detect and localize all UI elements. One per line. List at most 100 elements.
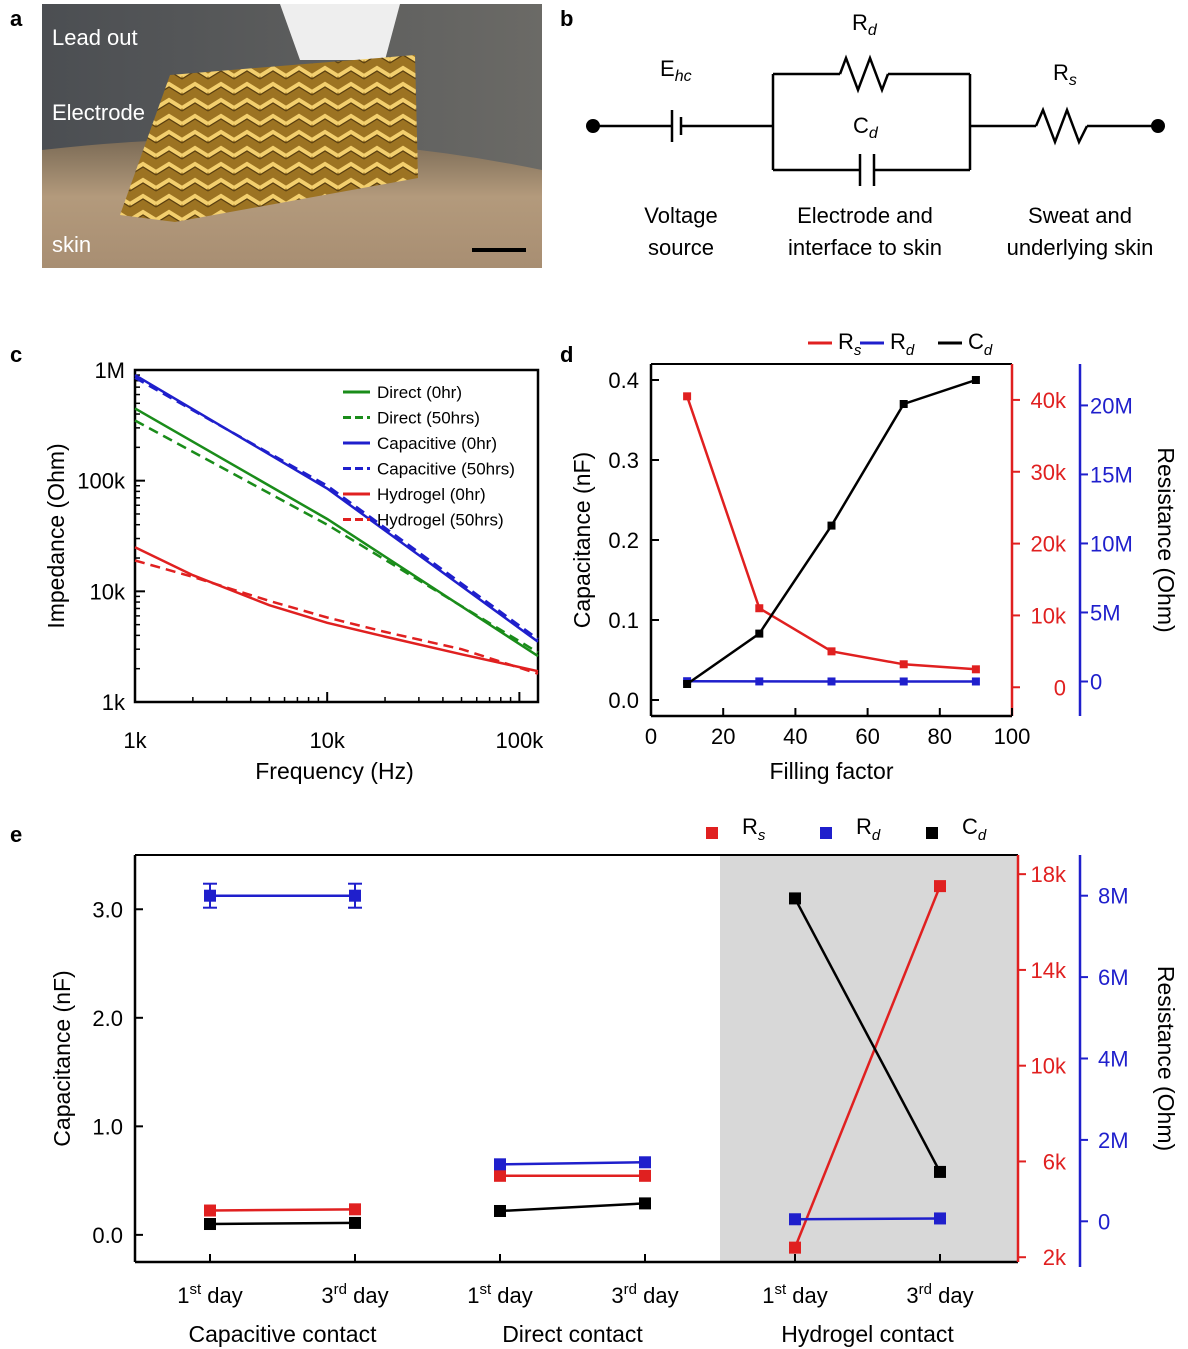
data-point-e-1 (639, 1156, 651, 1169)
chart-c: c 1k 10k 100k 1k 10k 100k 1M Frequency (Hz) Impe… (10, 342, 544, 784)
chart-e: e 0.0 1.0 2.0 3.0 2k 6k 10k 14k 18k 0 2M 4M 6M 8M 1st … (10, 814, 1179, 1347)
caption-electrode: Electrode and (797, 203, 933, 228)
series-line-e-2 (209, 1221, 356, 1226)
photo-electrode-mesh (120, 55, 418, 222)
caption-sweat: Sweat and (1028, 203, 1132, 228)
data-point-d-0 (755, 604, 764, 613)
data-point-e-0 (934, 880, 946, 893)
x-tick-label-d: 0 (645, 724, 657, 749)
data-point-d-1 (899, 677, 908, 686)
data-point-d-0 (683, 392, 692, 401)
caption-underlying-skin: underlying skin (1007, 235, 1154, 260)
label-rd: Rd (852, 10, 878, 39)
series-line-d-2 (686, 378, 977, 686)
legend-label-c-4: Hydrogel (0hr) (377, 485, 486, 504)
x-tick-label-c: 1k (123, 728, 147, 753)
data-point-d-1 (755, 677, 764, 686)
chart-c-plot: 1k 10k 100k 1k 10k 100k 1M Frequency (Hz) Impeda… (43, 358, 544, 784)
x-tick-label-e: 1st day (762, 1281, 828, 1308)
data-point-e-2 (789, 892, 801, 905)
legend-label-e-1: Rd (856, 814, 881, 844)
group-label-e-2: Hydrogel contact (781, 1321, 954, 1347)
x-tick-label-e: 3rd day (321, 1281, 388, 1308)
data-point-e-0 (494, 1169, 506, 1182)
series-line-d-0 (685, 395, 976, 671)
series-line-e-1 (794, 1217, 941, 1221)
y3-tick-label-e: 6M (1098, 965, 1129, 990)
y-tick-label-d: 0.2 (608, 528, 639, 553)
y-tick-label-e: 0.0 (92, 1223, 123, 1248)
data-point-e-2 (204, 1218, 216, 1231)
data-point-d-0 (827, 647, 836, 656)
panel-letter-c: c (10, 342, 22, 367)
circuit-wires (593, 54, 1158, 186)
legend-label-c-0: Direct (0hr) (377, 383, 462, 402)
scale-bar (472, 248, 526, 252)
chart-d-plot: 0 20 40 60 80 100 0.0 0.1 0.2 0.3 0.4 0 10k 20k 30k 40k… (569, 329, 1179, 784)
y2-tick-label-e: 6k (1043, 1149, 1067, 1174)
data-point-e-2 (934, 1165, 946, 1178)
y-tick-label-e: 1.0 (92, 1114, 123, 1139)
data-point-d-2 (971, 376, 980, 384)
data-point-d-0 (899, 660, 908, 669)
caption-source: source (648, 235, 714, 260)
data-point-e-1 (789, 1213, 801, 1226)
x-axis-title-d: Filling factor (770, 758, 894, 784)
photo-label-electrode: Electrode (52, 100, 145, 125)
x-axis-title-c: Frequency (Hz) (255, 758, 413, 784)
legend-label-c-3: Capacitive (50hrs) (377, 460, 515, 479)
panel-b: b Ehc Rd Cd Rs Voltage source (560, 6, 1165, 260)
y2-tick-label-e: 18k (1031, 862, 1067, 887)
y2-tick-label-d: 30k (1031, 460, 1067, 485)
y-axis-title-right-d: Resistance (Ohm) (1153, 447, 1179, 632)
legend-label-c-2: Capacitive (0hr) (377, 434, 497, 453)
panel-letter-e: e (10, 822, 22, 847)
hydrogel-shaded-region (720, 855, 1018, 1262)
x-tick-label-d: 20 (711, 724, 735, 749)
y-tick-label-d: 0.4 (608, 368, 639, 393)
plot-frame-c (133, 368, 540, 704)
legend-label-c-1: Direct (50hrs) (377, 409, 480, 428)
y3-tick-label-d: 10M (1090, 531, 1133, 556)
y-tick-label-d: 0.1 (608, 608, 639, 633)
circuit-captions: Voltage source Electrode and interface t… (644, 203, 1153, 260)
data-point-e-2 (494, 1204, 506, 1217)
y-tick-label-c: 10k (90, 579, 126, 604)
data-point-d-1 (971, 677, 980, 686)
chart-e-plot: 0.0 1.0 2.0 3.0 2k 6k 10k 14k 18k 0 2M 4M 6M 8M 1st da… (49, 814, 1179, 1347)
series-line-e-1 (499, 1161, 646, 1166)
legend-label-d-1: Rd (890, 329, 915, 359)
series-line-e-2 (793, 897, 942, 1173)
y3-tick-label-e: 0 (1098, 1209, 1110, 1234)
x-tick-label-c: 10k (309, 728, 345, 753)
y2-tick-label-e: 14k (1031, 958, 1067, 983)
y3-tick-label-e: 8M (1098, 884, 1129, 909)
panel-letter-d: d (560, 342, 573, 367)
data-point-d-2 (755, 629, 764, 638)
label-rs: Rs (1053, 60, 1077, 89)
x-tick-label-e: 1st day (177, 1281, 243, 1308)
y-tick-label-c: 1M (94, 358, 125, 383)
y2-tick-label-d: 0 (1054, 675, 1066, 700)
y-tick-label-d: 0.3 (608, 448, 639, 473)
data-point-e-0 (349, 1203, 361, 1216)
y3-tick-label-d: 5M (1090, 600, 1121, 625)
photo-label-lead-out: Lead out (52, 25, 138, 50)
y2-tick-label-e: 10k (1031, 1054, 1067, 1079)
y2-tick-label-e: 2k (1043, 1245, 1067, 1270)
legend-label-e-0: Rs (742, 814, 766, 844)
circuit-terminal-left (586, 119, 600, 133)
caption-interface: interface to skin (788, 235, 942, 260)
series-line-e-2 (499, 1202, 646, 1213)
series-line-c-1 (134, 419, 539, 654)
y-tick-label-e: 3.0 (92, 897, 123, 922)
x-tick-label-e: 1st day (467, 1281, 533, 1308)
legend-label-d-2: Cd (968, 329, 993, 359)
y-axis-title-c: Impedance (Ohm) (43, 443, 69, 628)
circuit-terminal-right (1151, 119, 1165, 133)
x-tick-label-d: 80 (928, 724, 952, 749)
series-line-c-0 (134, 407, 539, 658)
series-line-e-0 (793, 885, 942, 1249)
y2-tick-label-d: 20k (1031, 532, 1067, 557)
